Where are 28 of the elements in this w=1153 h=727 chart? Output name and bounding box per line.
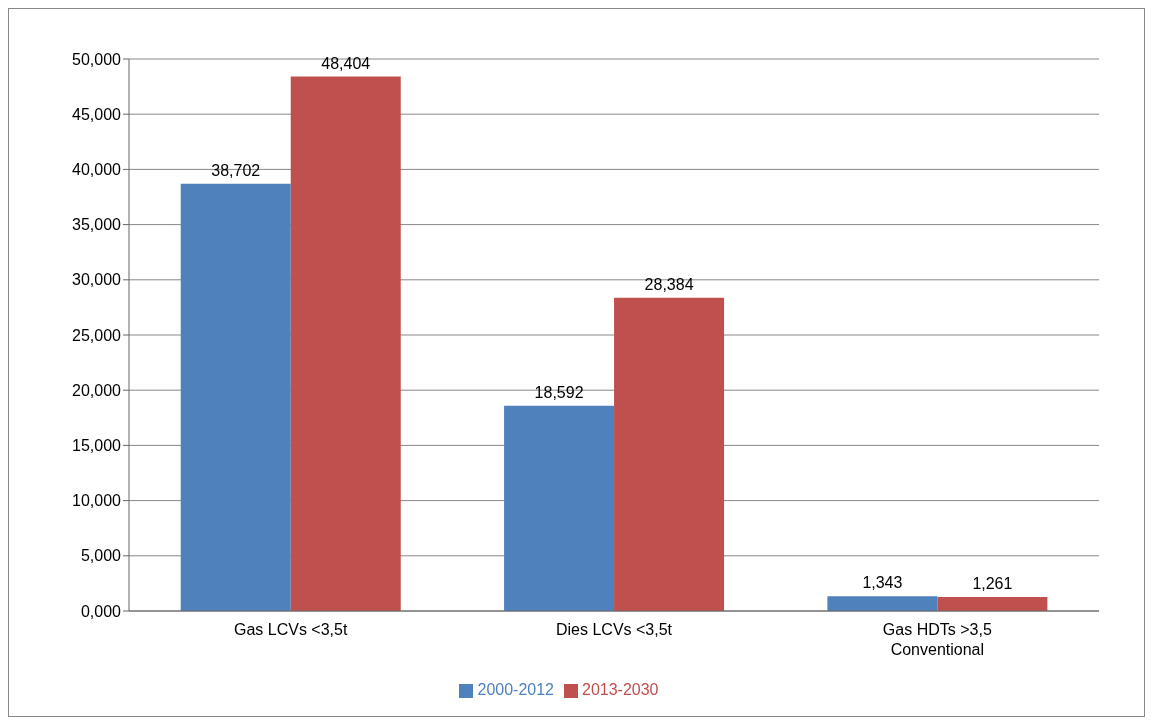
x-tick-label: Gas LCVs <3,5t — [233, 621, 348, 638]
bar — [290, 76, 401, 611]
y-tick-label: 40,000 — [72, 161, 122, 179]
y-tick-label: 35,000 — [72, 216, 122, 234]
data-label: 28,384 — [644, 275, 694, 293]
y-tick-label: 10,000 — [72, 492, 122, 510]
x-tick-label: Gas HDTs >3,5 Conventional — [882, 621, 992, 658]
data-label: 48,404 — [321, 54, 371, 72]
y-tick-label: 45,000 — [72, 105, 122, 123]
data-label: 38,702 — [211, 161, 261, 179]
bar — [180, 183, 291, 611]
bar — [614, 297, 725, 611]
legend-label: 2000-2012 — [477, 681, 554, 698]
bar — [504, 405, 615, 611]
data-label: 1,261 — [972, 575, 1013, 593]
y-tick-label: 50,000 — [72, 50, 122, 68]
y-tick-label: 20,000 — [72, 381, 122, 399]
y-tick-label: 0,000 — [80, 602, 122, 620]
y-tick-label: 15,000 — [72, 437, 122, 455]
data-label: 1,343 — [862, 574, 903, 592]
y-tick-label: 30,000 — [72, 271, 122, 289]
data-label: 18,592 — [534, 383, 584, 401]
bar — [937, 597, 1048, 611]
legend-label: 2013-2030 — [582, 681, 659, 698]
y-tick-label: 5,000 — [80, 547, 122, 565]
x-tick-label: Dies LCVs <3,5t — [555, 621, 673, 638]
y-tick-label: 25,000 — [72, 326, 122, 344]
bar — [827, 596, 938, 611]
